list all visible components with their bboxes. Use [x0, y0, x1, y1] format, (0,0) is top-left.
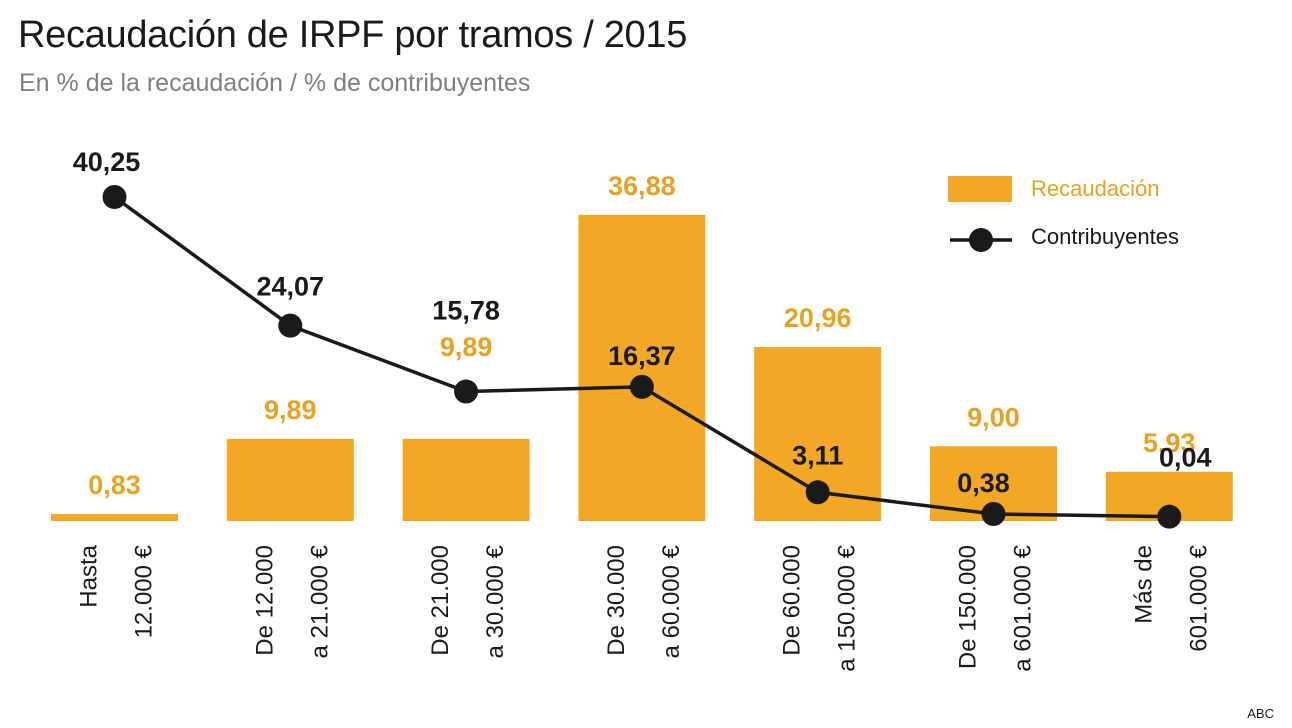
- point-value-label-1: 24,07: [257, 272, 325, 302]
- category-tick-line-4-1: a 150.000 €: [834, 544, 861, 671]
- category-tick-label-6: Más de 601.000 €: [1130, 544, 1212, 651]
- point-contribuyentes-0: [102, 185, 127, 209]
- category-tick-line-6-0: Más de: [1130, 545, 1157, 624]
- source-credit: ABC: [1247, 706, 1274, 721]
- point-value-label-5: 0,38: [957, 468, 1010, 498]
- legend-line-label: Contribuyentes: [1031, 224, 1179, 249]
- point-contribuyentes-5: [981, 501, 1006, 526]
- legend: Recaudación Contribuyentes: [948, 176, 1179, 252]
- category-tick-line-2-0: De 21.000: [427, 545, 454, 656]
- bar-value-label-6: 5,93: [1143, 428, 1196, 458]
- point-label-group: 40,25 24,07 15,78 16,37 3,11 0,38 0,04: [73, 147, 1212, 498]
- category-tick-label-2: De 21.000 a 30.000 €: [427, 544, 509, 658]
- bar-value-label-2: 9,89: [440, 332, 493, 362]
- chart-title: Recaudación de IRPF por tramos / 2015: [18, 14, 688, 56]
- bar-recaudacion-0: [51, 514, 178, 521]
- category-tick-label-0: Hasta 12.000 €: [76, 544, 158, 638]
- category-tick-label-4: De 60.000 a 150.000 €: [779, 544, 861, 671]
- bar-recaudacion-2: [402, 438, 530, 521]
- bar-recaudacion-3: [578, 214, 706, 521]
- category-tick-line-5-1: a 601.000 €: [1010, 544, 1037, 671]
- point-value-label-6: 0,04: [1159, 443, 1212, 473]
- category-tick-line-0-0: Hasta: [76, 544, 103, 607]
- bar-recaudacion-1: [226, 438, 354, 521]
- category-tick-line-3-1: a 60.000 €: [658, 544, 685, 658]
- category-tick-line-0-1: 12.000 €: [131, 544, 158, 638]
- legend-bar-swatch: [948, 176, 1012, 202]
- chart-subtitle: En % de la recaudación / % de contribuye…: [19, 69, 531, 97]
- point-contribuyentes-4: [805, 480, 830, 505]
- bar-label-group: 0,83 9,89 9,89 36,88 20,96 9,00 5,93: [88, 171, 1195, 500]
- bar-group: [51, 214, 1233, 521]
- point-value-label-2: 15,78: [432, 296, 500, 326]
- legend-bar-label: Recaudación: [1031, 176, 1159, 201]
- point-value-label-0: 40,25: [73, 147, 141, 177]
- point-contribuyentes-1: [278, 313, 303, 338]
- category-tick-line-4-0: De 60.000: [779, 545, 806, 656]
- bar-value-label-5: 9,00: [967, 402, 1020, 432]
- legend-line-marker: [969, 228, 993, 252]
- point-contribuyentes-3: [629, 374, 654, 399]
- category-tick-label-5: De 150.000 a 601.000 €: [955, 544, 1037, 671]
- category-tick-line-3-0: De 30.000: [603, 545, 630, 656]
- category-tick-line-2-1: a 30.000 €: [482, 544, 509, 658]
- category-tick-label-3: De 30.000 a 60.000 €: [603, 544, 685, 658]
- category-tick-line-1-0: De 12.000: [251, 545, 278, 656]
- category-tick-group: Hasta 12.000 € De 12.000 a 21.000 € De 21.00…: [76, 544, 1213, 671]
- point-contribuyentes-6: [1157, 504, 1182, 529]
- point-value-label-4: 3,11: [792, 440, 843, 470]
- point-group: [102, 185, 1182, 529]
- bar-value-label-1: 9,89: [264, 395, 317, 425]
- point-contribuyentes-2: [454, 379, 479, 404]
- category-tick-line-1-1: a 21.000 €: [306, 544, 333, 658]
- bar-value-label-0: 0,83: [88, 470, 141, 500]
- bar-value-label-4: 20,96: [784, 303, 852, 333]
- bar-value-label-3: 36,88: [608, 171, 676, 201]
- point-value-label-3: 16,37: [608, 341, 676, 371]
- category-tick-label-1: De 12.000 a 21.000 €: [251, 544, 333, 658]
- category-tick-line-6-1: 601.000 €: [1185, 544, 1212, 651]
- category-tick-line-5-0: De 150.000: [955, 545, 982, 669]
